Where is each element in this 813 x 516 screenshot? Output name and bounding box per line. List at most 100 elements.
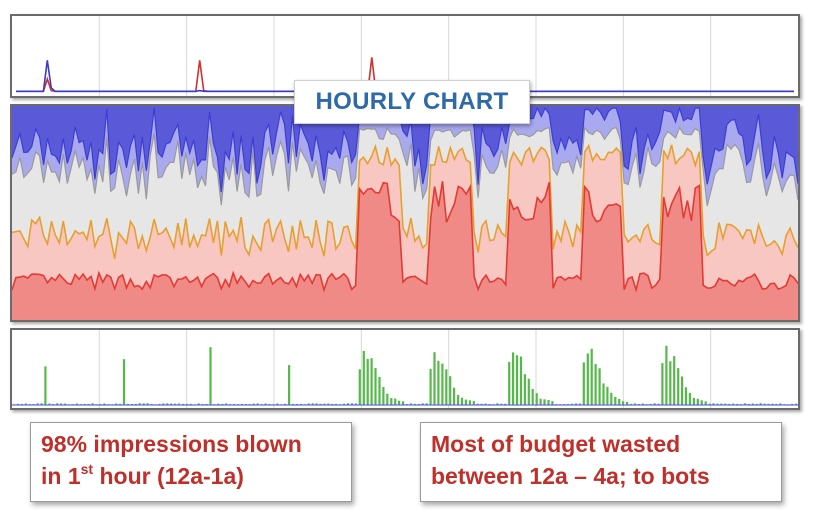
bar bbox=[268, 403, 271, 405]
bar bbox=[704, 401, 707, 405]
bar bbox=[779, 403, 782, 405]
bar bbox=[614, 396, 617, 405]
bar bbox=[508, 361, 511, 405]
bar bbox=[759, 403, 762, 405]
bar bbox=[724, 403, 727, 405]
note-left-line2-suffix: hour (12a-1a) bbox=[93, 463, 244, 489]
bar bbox=[425, 403, 428, 405]
bar bbox=[582, 362, 585, 405]
bar bbox=[225, 403, 228, 405]
bar bbox=[350, 403, 354, 405]
bar bbox=[358, 369, 361, 405]
bar bbox=[751, 403, 754, 405]
bar bbox=[362, 351, 365, 405]
bar bbox=[598, 368, 601, 405]
bar bbox=[177, 403, 181, 405]
bar bbox=[256, 403, 259, 405]
bar bbox=[771, 403, 774, 405]
bar bbox=[743, 403, 747, 405]
bar bbox=[602, 383, 605, 405]
bar bbox=[185, 403, 188, 405]
bar bbox=[570, 403, 574, 405]
bar bbox=[523, 374, 526, 405]
bar bbox=[657, 403, 660, 405]
bar bbox=[775, 403, 778, 405]
bar bbox=[480, 403, 483, 405]
bar bbox=[398, 400, 401, 405]
bar bbox=[484, 403, 487, 405]
bar bbox=[449, 376, 452, 405]
bar bbox=[468, 400, 471, 405]
bar bbox=[551, 401, 554, 405]
area-line-blue bbox=[12, 106, 798, 193]
bar bbox=[327, 403, 330, 405]
bar bbox=[445, 369, 448, 405]
bar bbox=[539, 398, 542, 405]
bar bbox=[460, 397, 464, 405]
bar bbox=[115, 403, 118, 405]
bar bbox=[346, 403, 350, 405]
bar bbox=[500, 403, 503, 405]
bar bbox=[472, 400, 475, 405]
area-band-red bbox=[12, 181, 798, 320]
bar bbox=[390, 398, 393, 405]
bar bbox=[331, 403, 334, 405]
bottom-bar-chart bbox=[12, 330, 798, 408]
note-left-line2-sup: st bbox=[80, 461, 94, 478]
bar bbox=[386, 393, 389, 405]
bar bbox=[453, 387, 456, 405]
bar bbox=[763, 403, 766, 405]
bar bbox=[91, 403, 94, 405]
bar bbox=[315, 403, 318, 405]
bar bbox=[122, 359, 126, 405]
bar bbox=[311, 403, 314, 405]
note-left-line2-prefix: in 1 bbox=[41, 463, 81, 489]
bar bbox=[629, 403, 633, 405]
bar bbox=[429, 368, 432, 405]
bar bbox=[535, 393, 538, 405]
bar bbox=[633, 403, 636, 405]
note-left-callout: 98% impressions blown in 1st hour (12a-1… bbox=[30, 422, 352, 502]
bar bbox=[622, 401, 625, 405]
bar bbox=[441, 363, 444, 405]
bar bbox=[791, 403, 794, 405]
chart-title: HOURLY CHART bbox=[315, 88, 509, 115]
bar bbox=[519, 356, 523, 405]
bar bbox=[354, 403, 357, 405]
area-band-orange bbox=[12, 144, 798, 290]
note-left-line2: in 1st hour (12a-1a) bbox=[41, 460, 341, 492]
bar bbox=[20, 403, 23, 405]
bar bbox=[688, 392, 691, 405]
bar bbox=[56, 403, 59, 405]
bar bbox=[708, 403, 711, 405]
note-right-callout: Most of budget wasted between 12a – 4a; … bbox=[420, 422, 782, 502]
bar bbox=[119, 403, 122, 405]
bar bbox=[394, 398, 397, 405]
bar bbox=[677, 368, 680, 405]
bar bbox=[323, 403, 326, 405]
bar bbox=[217, 403, 220, 405]
bar bbox=[641, 403, 644, 405]
bar bbox=[692, 397, 695, 405]
note-left-line1: 98% impressions blown bbox=[41, 431, 302, 457]
note-right-line1: Most of budget wasted bbox=[431, 431, 681, 457]
bar bbox=[421, 403, 424, 405]
bar bbox=[174, 403, 177, 405]
bar bbox=[720, 403, 723, 405]
bar bbox=[606, 386, 609, 405]
bar bbox=[618, 398, 621, 405]
area-band-gray bbox=[12, 127, 798, 259]
bar bbox=[547, 400, 550, 405]
bar bbox=[728, 403, 731, 405]
bar bbox=[60, 403, 63, 405]
bar bbox=[496, 403, 499, 405]
bar bbox=[16, 403, 19, 405]
bar bbox=[36, 403, 39, 405]
area-line-red bbox=[12, 181, 798, 293]
bar bbox=[590, 348, 593, 405]
chart-title-box: HOURLY CHART bbox=[294, 80, 530, 124]
bar bbox=[437, 360, 440, 405]
bar bbox=[189, 403, 192, 405]
bottom-bar-chart-panel bbox=[10, 328, 800, 410]
bar bbox=[578, 403, 581, 405]
